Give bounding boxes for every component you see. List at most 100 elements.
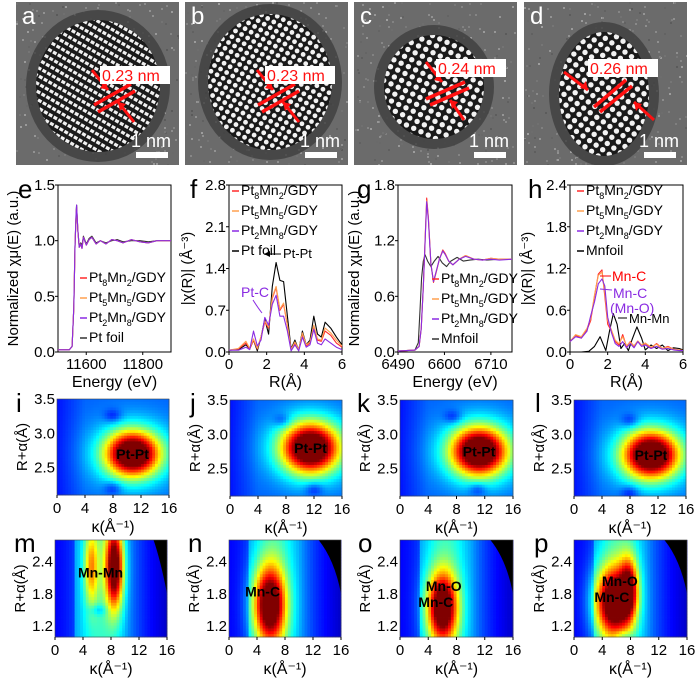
heatmap-cell [71, 404, 75, 408]
heatmap-cell [79, 401, 83, 406]
heatmap-cell [62, 489, 66, 493]
heatmap-cell [62, 480, 66, 485]
heatmap-cell [73, 480, 77, 485]
panel-label: f [190, 174, 198, 204]
heatmap-cell [79, 458, 83, 462]
heatmap-cell [73, 421, 77, 425]
heatmap-cell [59, 478, 63, 482]
noise-speck [218, 3, 220, 5]
heatmap-cell [59, 466, 63, 470]
heatmap-cell [68, 480, 72, 485]
x-tick-label: 2 [262, 356, 270, 373]
noise-speck [191, 138, 193, 140]
heatmap-cell [59, 430, 63, 434]
heatmap-cell [90, 466, 94, 470]
legend-label: Mnfoil [586, 242, 623, 258]
legend-label: Pt2Mn8/GDY [586, 222, 664, 241]
atom-column [208, 83, 213, 89]
noise-speck [64, 154, 66, 156]
heatmap-cell [68, 472, 72, 476]
heatmap-cell [79, 418, 83, 422]
heatmap-cell [59, 458, 63, 462]
noise-speck [34, 135, 36, 137]
atom-column [233, 28, 238, 34]
atom-column [259, 14, 265, 18]
heatmap-cell [59, 427, 63, 431]
heatmap-cell [82, 404, 86, 408]
noise-speck [186, 133, 188, 135]
heatmap-cell [59, 461, 63, 465]
heatmap-cell [71, 452, 75, 456]
heatmap-cell [59, 418, 63, 422]
atom-column [215, 111, 221, 117]
heatmap-cell [87, 480, 91, 485]
y-tick-label: 0.5 [34, 288, 55, 305]
heatmap-cell [76, 410, 80, 414]
heatmap-cell [62, 410, 66, 414]
noise-speck [190, 93, 192, 95]
heatmap-cell [87, 407, 91, 411]
fringe [36, 20, 160, 95]
heatmap-cell [76, 418, 80, 422]
fringe [42, 20, 160, 83]
heatmap-cell [87, 475, 91, 479]
heatmap-cell [90, 452, 94, 456]
heatmap-cell [68, 438, 72, 442]
heatmap-cell [79, 424, 83, 428]
atom-column [236, 22, 242, 28]
noise-speck [29, 3, 31, 5]
atom-column [208, 74, 210, 80]
heatmap-cell [79, 438, 83, 442]
spacing-line [93, 82, 132, 107]
heatmap-cell [85, 469, 89, 473]
chart-h: 0 2 4 60.00.61.21.82.4R(Å)|χ(R)| (Å⁻³)h Pt8M… [519, 174, 687, 391]
panel-label: g [357, 174, 371, 204]
x-axis-label: Energy (eV) [72, 374, 157, 391]
noise-speck [277, 161, 279, 163]
atom-column [226, 79, 232, 85]
heatmap-cell [73, 452, 77, 456]
heatmap-cell [62, 483, 66, 487]
scale-bar [136, 152, 168, 158]
noise-speck [115, 2, 117, 4]
noise-speck [28, 46, 30, 48]
noise-speck [32, 29, 34, 31]
noise-speck [276, 2, 278, 4]
heatmap-cell [65, 461, 69, 465]
atom-column [220, 75, 226, 81]
heatmap-cell [71, 401, 75, 406]
noise-speck [214, 150, 216, 152]
y-tick-label: 1.0 [34, 233, 55, 250]
scale-bar-label: 1 nm [131, 131, 171, 151]
noise-speck [173, 49, 175, 51]
heatmap-cell [79, 478, 83, 482]
noise-speck [155, 134, 157, 136]
heatmap-cell [87, 401, 91, 406]
noise-speck [16, 21, 18, 23]
noise-speck [159, 143, 161, 145]
heatmap-cell [82, 441, 86, 445]
heatmap-cell [65, 455, 69, 459]
heatmap-cell [68, 449, 72, 454]
heatmap-cell [82, 449, 86, 454]
heatmap-cell [79, 447, 83, 451]
heatmap-cell [68, 489, 72, 493]
heatmap-cell [85, 486, 89, 490]
heatmap-cell [65, 432, 69, 437]
heatmap-cell [90, 449, 94, 454]
heatmap-cell [62, 430, 66, 434]
noise-speck [90, 164, 92, 165]
noise-speck [26, 14, 28, 16]
heatmap-cell [79, 415, 83, 420]
heatmap-cell [68, 418, 72, 422]
y-tick-label: 1.2 [546, 261, 567, 278]
heatmap-cell [76, 486, 80, 490]
heatmap-cell [85, 401, 89, 406]
noise-speck [155, 33, 157, 35]
atom-column [212, 63, 217, 68]
heatmap-cell [90, 478, 94, 482]
chart-f: 0 2 4 60.00.71.42.12.8R(Å)|χ(R)| (Å⁻³)f Pt8M… [179, 174, 346, 391]
noise-speck [166, 5, 168, 7]
x-axis-label: R(Å) [269, 372, 302, 391]
heatmap-cell [71, 458, 75, 462]
